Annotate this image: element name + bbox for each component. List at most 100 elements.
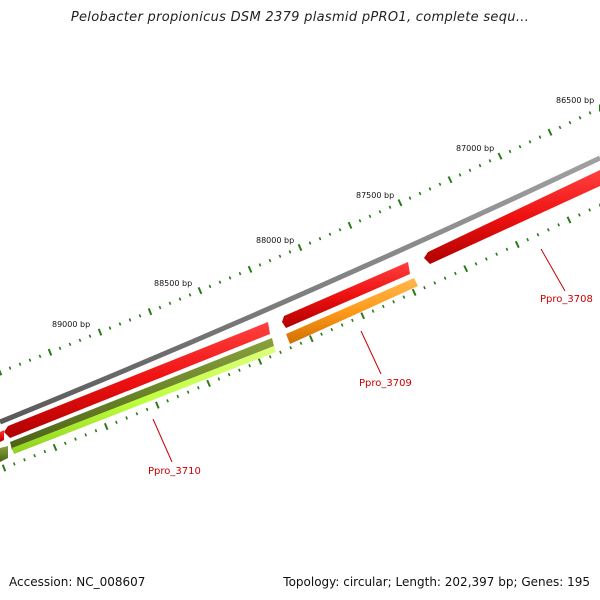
scale-tick [178,297,182,301]
scale-tick [238,271,242,276]
gene-label-ppro-3708: Ppro_3708 [540,294,593,305]
scale-tick [297,243,303,252]
inner-tick [474,262,478,266]
callout-ppro-3709: Ppro_3709 [359,330,412,389]
inner-tick [43,449,47,454]
gene-ppro-3710-olive-feature[interactable] [10,338,274,450]
inner-tick [423,285,426,290]
inner-tick [166,399,169,403]
bp-label-88000: 88000 bp [256,236,294,245]
scale-tick [478,163,482,168]
inner-tick [63,441,67,446]
scale-tick [228,276,232,280]
inner-tick [340,323,344,327]
inner-tick [94,429,98,433]
scale-tick [378,210,382,214]
bp-label-86500: 86500 bp [556,96,594,105]
inner-tick [176,394,180,399]
scale-tick [278,254,282,258]
scale-tick [318,236,322,241]
inner-tick [381,304,385,309]
scale-tick [88,334,92,338]
inner-tick [454,271,457,276]
scale-tick [197,287,203,295]
inner-tick [536,233,540,237]
inner-tick [217,377,221,381]
inner-tick [299,341,303,345]
scale-tick [388,205,392,209]
inner-tick [557,223,561,227]
gene-ppro-3710-lime-feature[interactable] [12,346,276,454]
scale-tick [528,140,532,144]
inner-tick [351,318,354,323]
inner-tick [402,295,406,299]
scale-tick [518,144,522,149]
map-title: Pelobacter propionicus DSM 2379 plasmid … [70,10,530,25]
inner-tick [279,350,282,355]
callout-ppro-3708: Ppro_3708 [540,248,593,305]
inner-tick [155,401,160,409]
scale-tick [568,120,572,125]
inner-tick [1,464,7,472]
gene-ppro-3708-cds-2[interactable] [282,262,410,328]
inner-tick-ring [1,203,600,472]
scale-tick [488,159,492,163]
inner-tick [257,357,263,365]
scale-tick [47,348,53,356]
inner-tick [526,237,530,242]
scale-tick [258,263,262,267]
inner-tick [103,422,109,431]
scale-tick [338,228,342,232]
gene-label-ppro-3710: Ppro_3710 [148,466,201,477]
bp-labels: 86500 bp 87000 bp 87500 bp 88000 bp 8850… [52,96,594,329]
scale-tick [0,369,3,376]
scale-tick [508,149,512,154]
inner-tick [74,437,77,441]
inner-tick [84,433,88,437]
inner-tick [12,462,16,466]
scale-tick [68,342,72,347]
inner-tick [248,364,251,368]
inner-tick [268,355,272,359]
scale-tick [8,366,12,370]
inner-tick [227,372,231,377]
scale-tick [268,258,272,263]
gene-edge-olive-fragment [0,446,8,462]
scale-tick [188,293,192,297]
gene-edge-red-fragment [0,430,4,442]
accession-text: Accession: NC_008607 [9,575,146,589]
inner-tick [411,288,417,297]
scale-tick [418,191,422,196]
inner-tick [308,335,314,343]
scale-tick [168,301,172,306]
gene-ppro-3709-feature[interactable] [286,278,418,344]
scale-tick [538,135,542,139]
scale-tick [458,173,462,177]
scale-tick [108,326,112,330]
gene-ppro-3708-feature[interactable] [424,170,600,264]
inner-tick [125,416,128,420]
scale-tick [368,214,372,219]
scale-tick [18,362,22,366]
scale-tick [558,125,562,130]
gene-ppro-3710-cds[interactable] [4,322,270,438]
inner-tick [330,327,334,332]
gene-label-ppro-3709: Ppro_3709 [359,378,412,389]
scale-tick [428,187,432,191]
scale-tick [147,308,153,316]
inner-tick [289,346,293,350]
inner-tick [433,281,437,285]
topology-summary: Topology: circular; Length: 202,397 bp; … [283,575,590,589]
inner-tick [23,458,26,462]
scale-tick [97,328,103,336]
bp-label-88500: 88500 bp [154,279,192,288]
inner-tick [546,228,550,232]
scale-tick [547,128,553,136]
scale-tick [468,168,472,173]
scale-tick [138,314,142,318]
inner-tick [484,257,488,261]
scale-tick [308,241,312,245]
scale-tick [288,250,292,254]
inner-tick [360,312,366,320]
